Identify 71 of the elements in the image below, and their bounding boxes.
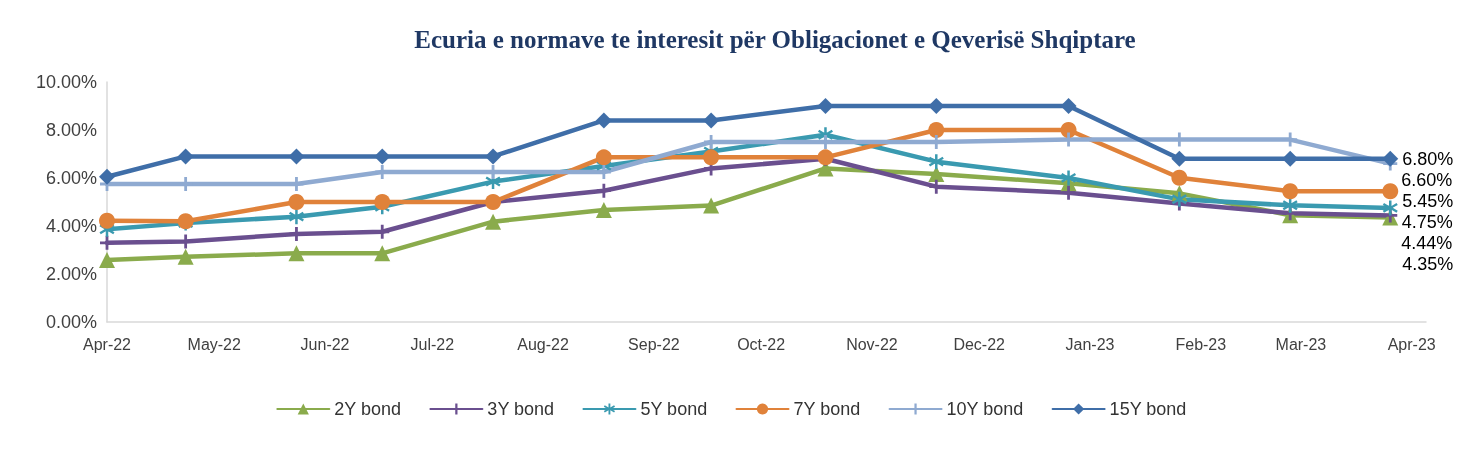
point xyxy=(288,209,304,225)
point xyxy=(596,165,611,179)
point xyxy=(1171,191,1187,207)
point xyxy=(1061,170,1077,186)
legend-label: 3Y bond xyxy=(487,399,555,419)
point xyxy=(1382,150,1399,167)
x-tick-label: Jan-23 xyxy=(1065,335,1115,353)
point xyxy=(703,149,720,166)
point xyxy=(703,112,720,129)
point xyxy=(928,98,945,114)
point xyxy=(374,148,391,165)
legend-label: 2Y bond xyxy=(334,399,402,419)
point xyxy=(1382,183,1399,200)
point xyxy=(177,148,194,165)
point xyxy=(288,245,305,262)
chart-title: Ecuria e normave te interesit për Obligacionet e Qeverisë Shqiptare xyxy=(414,26,1136,53)
data-label: 4.75% xyxy=(1401,211,1453,232)
legend-label: 5Y bond xyxy=(640,399,708,419)
legend-label: 10Y bond xyxy=(946,399,1024,419)
y-tick-label: 0.00% xyxy=(45,312,97,332)
point xyxy=(1282,183,1299,200)
point xyxy=(596,183,611,198)
x-tick-label: Apr-22 xyxy=(82,335,132,353)
x-tick-label: Apr-23 xyxy=(1387,335,1436,353)
point xyxy=(1171,169,1188,186)
x-tick-label: Dec-22 xyxy=(953,335,1006,353)
point xyxy=(485,148,502,165)
x-tick-label: May-22 xyxy=(187,335,242,353)
point xyxy=(99,168,115,185)
x-tick-label: Jun-22 xyxy=(300,335,350,353)
data-label: 5.45% xyxy=(1402,190,1454,211)
y-tick-label: 8.00% xyxy=(45,120,97,140)
y-tick-label: 6.00% xyxy=(45,168,97,188)
point xyxy=(1171,150,1188,167)
point xyxy=(288,194,305,210)
point xyxy=(1060,98,1077,114)
y-tick-label: 2.00% xyxy=(45,264,97,284)
y-tick-label: 4.00% xyxy=(45,216,97,236)
point xyxy=(99,252,115,269)
point xyxy=(1382,200,1398,216)
x-tick-label: Mar-23 xyxy=(1275,335,1327,353)
point xyxy=(1061,185,1076,200)
point xyxy=(817,98,834,114)
x-tick-label: Jul-22 xyxy=(410,335,455,353)
point xyxy=(595,201,612,218)
y-tick-label: 10.00% xyxy=(35,72,97,92)
point xyxy=(374,245,391,262)
point xyxy=(99,212,115,229)
point xyxy=(177,248,194,265)
point xyxy=(1060,122,1077,138)
point xyxy=(485,213,502,230)
point xyxy=(374,194,391,210)
point xyxy=(928,154,944,170)
data-label: 6.60% xyxy=(1401,169,1453,190)
x-tick-label: Feb-23 xyxy=(1175,335,1227,353)
x-tick-label: Nov-22 xyxy=(846,335,898,353)
data-label: 4.44% xyxy=(1401,232,1453,253)
point xyxy=(703,197,720,214)
x-tick-label: Sep-22 xyxy=(628,335,680,353)
point xyxy=(1282,150,1299,167)
point xyxy=(288,148,305,165)
point xyxy=(595,112,612,129)
legend-label: 15Y bond xyxy=(1109,399,1187,419)
x-tick-label: Aug-22 xyxy=(517,335,569,353)
point xyxy=(928,122,945,138)
point xyxy=(1282,197,1298,213)
point xyxy=(595,149,612,166)
data-label: 4.35% xyxy=(1402,253,1454,274)
data-label: 6.80% xyxy=(1402,148,1454,169)
legend-label: 7Y bond xyxy=(793,399,861,419)
x-tick-label: Oct-22 xyxy=(737,335,786,353)
